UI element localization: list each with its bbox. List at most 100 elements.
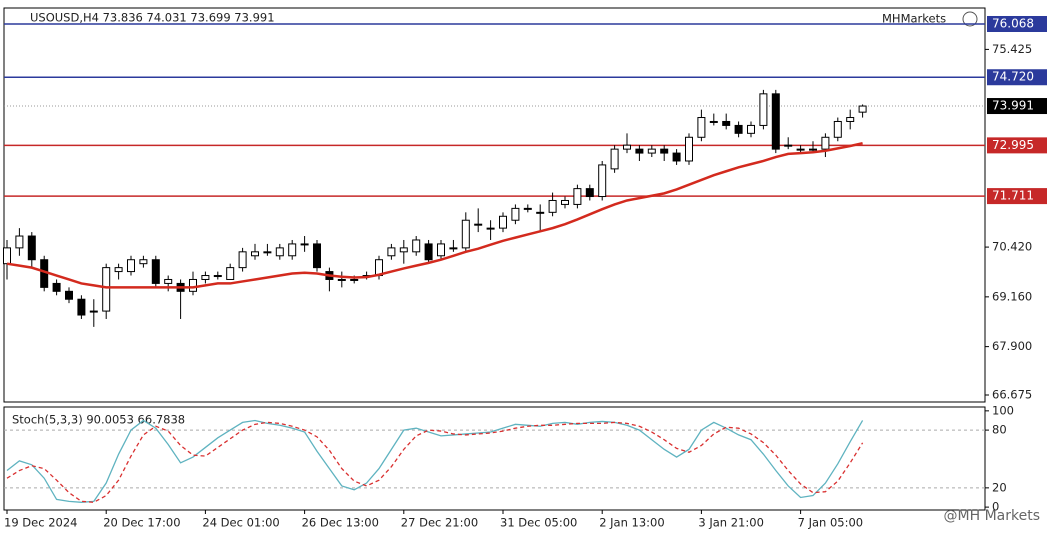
brand: MHMarkets — [882, 12, 946, 26]
candle-body — [784, 144, 793, 147]
candle-body — [77, 298, 86, 316]
level-label: 74.720 — [992, 70, 1034, 84]
y-tick-label: 80 — [992, 423, 1007, 437]
candle-body — [660, 148, 669, 154]
candle-body — [65, 290, 73, 300]
x-tick-label: 2 Jan 13:00 — [599, 516, 665, 530]
candle-body — [548, 199, 557, 213]
stochastic-panel — [3, 406, 986, 511]
candle-body — [139, 259, 148, 265]
candle-body — [858, 105, 867, 113]
candle-body — [151, 259, 160, 284]
candle-body — [833, 120, 842, 138]
level-label: 71.711 — [992, 189, 1034, 203]
candle-body — [313, 243, 321, 269]
candle-body — [114, 267, 123, 273]
stochastic-title: Stoch(5,3,3) 90.0053 66.7838 — [12, 413, 185, 427]
x-tick-label: 26 Dec 13:00 — [302, 516, 379, 530]
price-title: USOUSD,H4 73.836 74.031 73.699 73.991 — [30, 11, 275, 25]
level-box — [987, 137, 1047, 154]
candle-body — [486, 227, 495, 230]
candle-body — [226, 267, 235, 280]
y-tick-label: 69.160 — [992, 289, 1032, 303]
candle-body — [201, 275, 210, 280]
x-tick-label: 24 Dec 01:00 — [202, 516, 279, 530]
stochastic-line — [6, 419, 864, 503]
candle-body — [337, 278, 346, 281]
candle-body — [3, 247, 11, 265]
candle-body — [412, 239, 421, 253]
candle-body — [263, 251, 272, 254]
x-tick-label: 27 Dec 21:00 — [401, 516, 478, 530]
candle-body — [387, 247, 396, 257]
candle-body — [610, 148, 619, 170]
candle-body — [598, 164, 607, 198]
current-price-label: 73.991 — [992, 99, 1034, 113]
candle-body — [189, 278, 197, 292]
candle-body — [536, 211, 545, 214]
y-tick-label: 70.420 — [992, 240, 1032, 254]
candle-body — [350, 278, 359, 281]
current-price-box — [987, 98, 1047, 115]
candle-body — [499, 215, 507, 229]
y-tick-label: 75.425 — [992, 42, 1032, 56]
candle-body — [213, 275, 222, 278]
x-tick-label: 20 Dec 17:00 — [103, 516, 180, 530]
candle-body — [89, 310, 98, 313]
candle-body — [461, 219, 470, 249]
x-tick-label: 7 Jan 05:00 — [798, 516, 864, 530]
candle-body — [437, 243, 445, 257]
candle-body — [15, 235, 24, 249]
brand-icon — [962, 11, 978, 27]
candle-body — [52, 282, 61, 292]
candle-body — [759, 93, 768, 126]
candle-body — [449, 247, 458, 250]
price-panel — [3, 7, 986, 403]
candle-body — [424, 243, 433, 261]
candle-body — [102, 267, 111, 312]
y-tick-label: 20 — [992, 480, 1007, 494]
candle-body — [474, 223, 483, 226]
candle-body — [275, 247, 284, 257]
y-tick-label: 0 — [992, 500, 999, 514]
candle-body — [511, 207, 520, 221]
level-box — [987, 15, 1047, 32]
candle-body — [27, 235, 36, 261]
watermark: @MH Markets — [944, 508, 1040, 524]
candle-body — [697, 117, 706, 138]
level-box — [987, 188, 1047, 205]
candle-body — [127, 259, 135, 273]
level-label: 72.995 — [992, 138, 1034, 152]
candle-body — [747, 124, 755, 134]
y-tick-label: 100 — [992, 403, 1014, 417]
x-tick-label: 3 Jan 21:00 — [698, 516, 764, 530]
moving-average — [6, 141, 863, 289]
candle-body — [300, 243, 309, 246]
candle-body — [821, 136, 830, 150]
candle-body — [771, 93, 780, 150]
candle-body — [846, 117, 855, 122]
candle-body — [573, 188, 582, 205]
level-label: 76.068 — [992, 16, 1034, 30]
candle-body — [722, 120, 731, 126]
candle-body — [288, 243, 297, 257]
candle-body — [238, 251, 247, 269]
x-tick-label: 31 Dec 05:00 — [500, 516, 577, 530]
candle-body — [796, 148, 805, 151]
y-tick-label: 66.675 — [992, 388, 1032, 402]
candle-body — [164, 278, 173, 284]
candle-body — [647, 148, 656, 154]
candle-body — [809, 148, 817, 151]
candle-body — [709, 120, 718, 123]
level-box — [987, 69, 1047, 86]
candle-body — [251, 251, 259, 257]
candle-body — [672, 152, 681, 162]
candle-body — [399, 247, 408, 253]
candle-body — [585, 188, 594, 198]
x-tick-label: 19 Dec 2024 — [4, 516, 77, 530]
candle-body — [561, 199, 569, 205]
candle-body — [685, 136, 693, 162]
candle-body — [623, 144, 631, 150]
y-tick-label: 67.900 — [992, 339, 1032, 353]
